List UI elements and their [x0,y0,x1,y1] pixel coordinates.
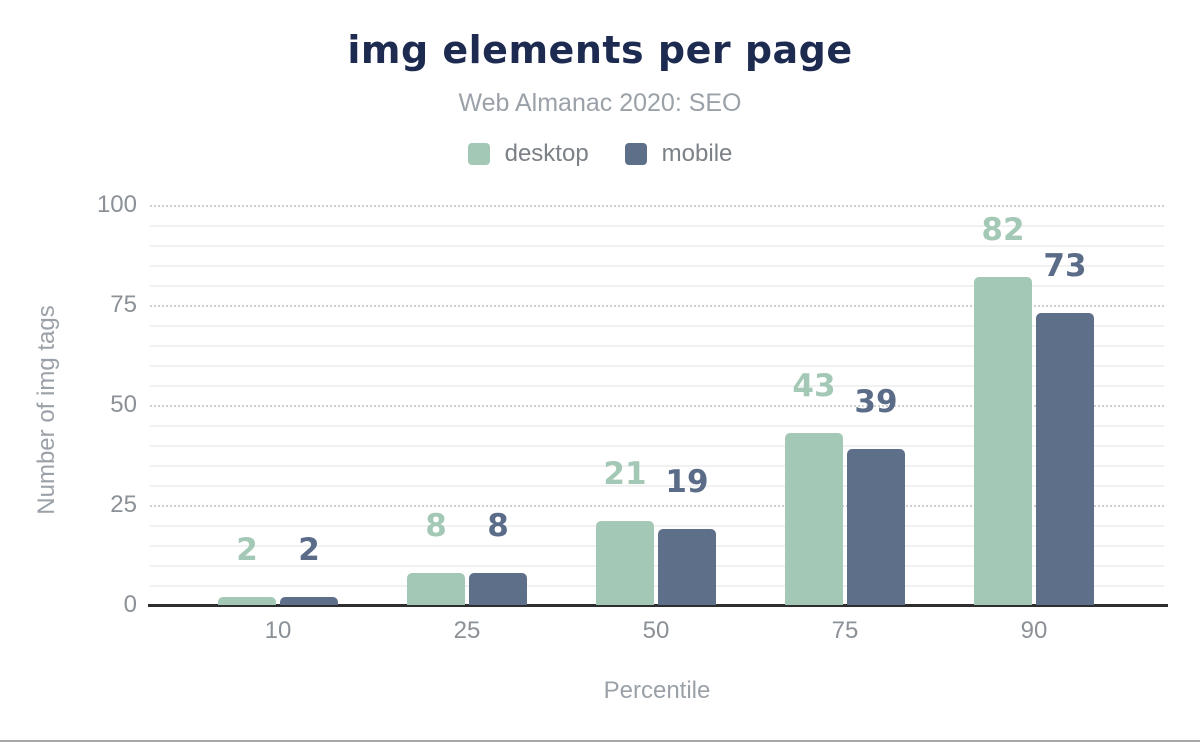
x-axis-title: Percentile [603,677,711,704]
y-tick-label-0: 0 [123,591,137,618]
x-tick-label-10: 10 [264,617,292,644]
bar-value-label-desktop-p10: 2 [236,532,258,568]
legend-item-mobile: mobile [624,140,733,168]
minor-gridline [150,465,1164,467]
minor-gridline [150,485,1164,487]
chart-subtitle: Web Almanac 2020: SEO [458,89,742,117]
bar-mobile-p75[interactable] [847,449,905,605]
minor-gridline [150,545,1164,547]
minor-gridline [150,225,1164,227]
minor-gridline [150,425,1164,427]
bar-mobile-p50[interactable] [658,529,716,605]
x-tick-label-25: 25 [453,617,481,644]
bar-mobile-p25[interactable] [469,573,527,605]
x-axis-line [148,604,1168,607]
bar-value-label-mobile-p10: 2 [298,532,320,568]
x-tick-label-50: 50 [642,617,670,644]
chart-title: img elements per page [347,28,853,72]
bottom-divider [0,740,1200,742]
minor-gridline [150,365,1164,367]
bar-desktop-p50[interactable] [596,521,654,605]
major-gridline [150,505,1164,507]
minor-gridline [150,565,1164,567]
minor-gridline [150,285,1164,287]
y-tick-label-50: 50 [110,391,137,418]
bar-value-label-mobile-p50: 19 [665,464,709,500]
y-tick-label-75: 75 [110,291,137,318]
bar-desktop-p10[interactable] [218,597,276,605]
bar-value-label-desktop-p90: 82 [981,212,1025,248]
minor-gridline [150,325,1164,327]
bar-desktop-p75[interactable] [785,433,843,605]
bar-desktop-p25[interactable] [407,573,465,605]
legend-label-desktop: desktop [504,140,589,167]
major-gridline [150,305,1164,307]
bar-mobile-p10[interactable] [280,597,338,605]
minor-gridline [150,245,1164,247]
minor-gridline [150,585,1164,587]
minor-gridline [150,265,1164,267]
bar-value-label-desktop-p50: 21 [603,456,647,492]
minor-gridline [150,345,1164,347]
legend-item-desktop: desktop [467,140,589,168]
bar-value-label-mobile-p25: 8 [487,508,509,544]
mobile-series-swatch-icon [624,143,647,165]
x-tick-label-75: 75 [831,617,859,644]
minor-gridline [150,525,1164,527]
x-tick-label-90: 90 [1020,617,1048,644]
plot-area: 2 2 8 8 21 19 43 39 82 73 [148,205,1168,607]
bar-value-label-mobile-p75: 39 [854,384,898,420]
y-tick-label-100: 100 [96,191,137,218]
legend: desktop mobile [0,140,1200,168]
desktop-series-swatch-icon [467,143,490,165]
bar-mobile-p90[interactable] [1036,313,1094,605]
bar-value-label-desktop-p75: 43 [792,368,836,404]
major-gridline [150,405,1164,407]
minor-gridline [150,385,1164,387]
y-tick-label-25: 25 [110,491,137,518]
bar-value-label-mobile-p90: 73 [1043,248,1087,284]
bar-desktop-p90[interactable] [974,277,1032,605]
minor-gridline [150,445,1164,447]
bar-value-label-desktop-p25: 8 [425,508,447,544]
major-gridline [150,205,1164,207]
legend-label-mobile: mobile [661,140,733,167]
